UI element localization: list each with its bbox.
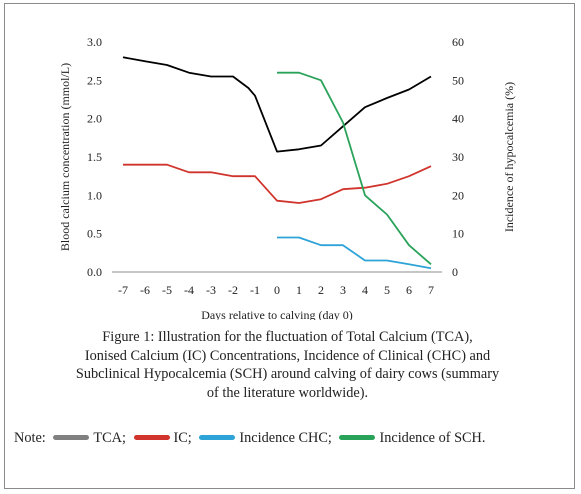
x-tick-label: 4 bbox=[362, 283, 368, 297]
y-left-tick-label: 1.0 bbox=[87, 188, 102, 202]
x-tick-label: -5 bbox=[162, 283, 172, 297]
y-right-tick-label: 20 bbox=[452, 188, 464, 202]
series-line-incidence-of-sch bbox=[277, 71, 432, 265]
x-tick-label: 2 bbox=[318, 283, 324, 297]
caption-line: Figure 1: Illustration for the fluctuati… bbox=[102, 329, 473, 345]
legend-label: Incidence of SCH. bbox=[379, 430, 486, 446]
y-right-tick-label: 10 bbox=[452, 227, 464, 241]
y-right-tick-label: 60 bbox=[452, 35, 464, 49]
y-left-tick-label: 0.0 bbox=[87, 265, 102, 279]
x-tick-label: -6 bbox=[140, 283, 150, 297]
figure-frame bbox=[4, 3, 575, 489]
y-right-tick-label: 40 bbox=[452, 112, 464, 126]
y-right-tick-label: 30 bbox=[452, 150, 464, 164]
legend-swatch bbox=[133, 435, 170, 441]
x-tick-label: -7 bbox=[118, 283, 128, 297]
legend-label: TCA; bbox=[93, 430, 126, 446]
y-left-tick-label: 2.5 bbox=[87, 73, 102, 87]
legend-swatch bbox=[199, 435, 236, 441]
legend-item-chc: Incidence CHC; bbox=[195, 430, 332, 446]
series-line-tca bbox=[122, 56, 432, 153]
legend-item-sch: Incidence of SCH. bbox=[335, 430, 485, 446]
x-tick-label: 6 bbox=[406, 283, 412, 297]
legend-label: Incidence CHC; bbox=[239, 430, 332, 446]
x-axis-title: Days relative to calving (day 0) bbox=[201, 308, 353, 320]
x-tick-label: -3 bbox=[206, 283, 216, 297]
series-line-incidence-chc bbox=[277, 236, 432, 270]
caption-line: Ionised Calcium (IC) Concentrations, Inc… bbox=[84, 347, 491, 364]
y-left-tick-label: 0.5 bbox=[87, 227, 102, 241]
caption-line: of the literature worldwide). bbox=[206, 384, 369, 401]
legend-item-ic: IC; bbox=[130, 430, 192, 446]
x-tick-label: -4 bbox=[184, 283, 194, 297]
legend-label: IC; bbox=[173, 430, 192, 446]
x-tick-label: 0 bbox=[274, 283, 280, 297]
x-tick-label: 5 bbox=[384, 283, 390, 297]
y-left-tick-label: 1.5 bbox=[87, 150, 102, 164]
legend-swatch bbox=[339, 435, 376, 441]
caption-line: Subclinical Hypocalcemia (SCH) around ca… bbox=[75, 366, 500, 382]
note-prefix: Note: bbox=[14, 430, 46, 446]
y-right-tick-label: 0 bbox=[452, 265, 458, 279]
x-tick-label: -2 bbox=[228, 283, 238, 297]
legend-item-tca: TCA; bbox=[49, 430, 126, 446]
y-right-axis-title: Incidence of hypocalcemia (%) bbox=[502, 82, 516, 232]
series-line-ic bbox=[123, 163, 432, 204]
y-right-tick-label: 50 bbox=[452, 73, 464, 87]
legend-note: Note: TCA; IC; Incidence CHC; Incidence … bbox=[14, 428, 562, 449]
x-tick-label: 7 bbox=[428, 283, 434, 297]
legend-swatch bbox=[53, 435, 90, 441]
x-tick-label: 1 bbox=[296, 283, 302, 297]
x-tick-label: 3 bbox=[340, 283, 346, 297]
y-left-axis-title: Blood calcium concentration (mmol/L) bbox=[58, 63, 72, 251]
figure-caption: Figure 1: Illustration for the fluctuati… bbox=[10, 328, 565, 402]
y-left-tick-label: 3.0 bbox=[87, 35, 102, 49]
x-tick-label: -1 bbox=[250, 283, 260, 297]
y-left-tick-label: 2.0 bbox=[87, 112, 102, 126]
